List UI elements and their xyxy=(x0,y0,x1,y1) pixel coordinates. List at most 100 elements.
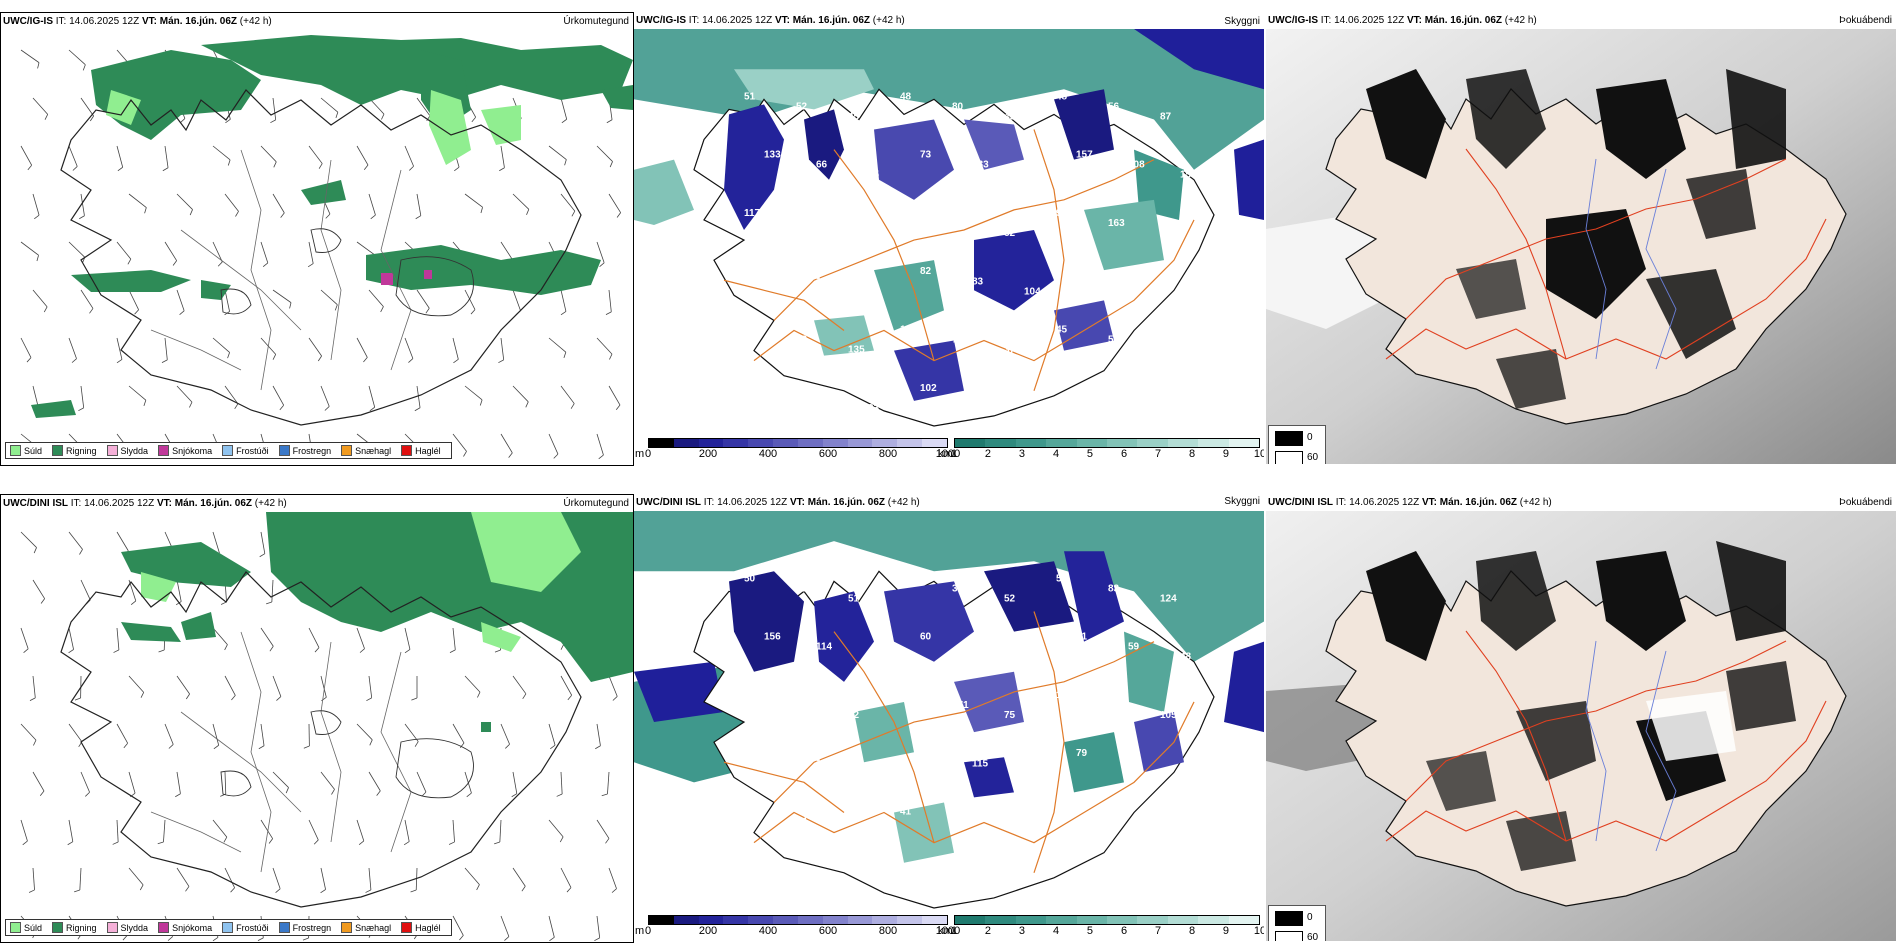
wind-barb xyxy=(368,193,376,216)
wind-barb-feather xyxy=(26,357,32,363)
map-canvas[interactable]: Súld Rigning Slydda Snjókoma Frostúði Frostre… xyxy=(1,512,633,942)
wind-barb-feather xyxy=(466,792,472,798)
wind-barb-feather xyxy=(365,889,372,893)
legend-item: Snjókoma xyxy=(158,922,212,933)
wind-barb-feather xyxy=(453,359,459,364)
map-canvas[interactable]: 50 52 51 39 302 52 53 83 124 156 114 392 60 85 67 81 59 4… xyxy=(634,511,1264,913)
precip-areas xyxy=(31,35,633,418)
visibility-value-label: 60 xyxy=(920,632,932,643)
visibility-swatch xyxy=(1137,439,1168,447)
wind-barb xyxy=(320,97,339,113)
visibility-value-label: 66 xyxy=(816,160,828,171)
visibility-tick: 1 xyxy=(950,448,958,460)
visibility-value-label: 158 xyxy=(816,276,833,287)
wind-barb xyxy=(272,867,281,889)
wind-barb-feather xyxy=(303,745,310,749)
wind-barb xyxy=(68,531,83,550)
wind-barb-feather xyxy=(280,212,285,218)
wind-barb xyxy=(116,627,120,650)
wind-barb-feather xyxy=(324,406,330,411)
visibility-unit: km xyxy=(938,925,953,937)
wind-barb xyxy=(164,145,169,168)
visibility-colorbar: 1 2 3 4 5 6 7 8 9 10 km xyxy=(938,915,1264,939)
map-canvas[interactable]: 0 60 xyxy=(1266,511,1896,941)
wind-barb xyxy=(512,867,526,887)
wind-barb xyxy=(260,145,277,163)
legend-label: Frostúði xyxy=(236,922,269,933)
wind-barb-feather xyxy=(605,838,610,844)
legend-swatch xyxy=(341,445,353,456)
wind-barb xyxy=(32,675,36,698)
wind-barb-feather xyxy=(259,553,266,558)
map-canvas[interactable]: 0 60 xyxy=(1266,29,1896,464)
wind-barb xyxy=(512,771,518,794)
wind-barb-feather xyxy=(158,649,165,653)
wind-barb xyxy=(272,193,285,214)
wind-barb xyxy=(32,193,40,216)
map-canvas[interactable]: Súld Rigning Slydda Snjókoma Frostúði Frostre… xyxy=(1,30,633,465)
wind-barb xyxy=(212,531,220,554)
model-name: UWC/IG-IS xyxy=(3,16,53,27)
wind-barb xyxy=(356,723,373,741)
wind-barb-feather xyxy=(366,697,372,702)
visibility-value-label: 102 xyxy=(920,383,937,394)
visibility-tick: 7 xyxy=(1154,448,1162,460)
fog-rivers xyxy=(1585,640,1677,852)
terrain-swatch xyxy=(649,439,674,447)
wind-barb xyxy=(500,433,513,454)
wind-barb-feather xyxy=(563,352,567,358)
glaciers xyxy=(220,228,474,317)
wind-barb xyxy=(368,385,376,408)
terrain-tick: 400 xyxy=(758,448,778,460)
wind-barb-feather xyxy=(320,889,326,894)
visibility-value-label: 115 xyxy=(972,758,989,769)
wind-barb-feather xyxy=(566,887,572,893)
wind-barb xyxy=(596,915,601,938)
wind-barb-feather xyxy=(68,649,74,654)
wind-barb-feather xyxy=(571,210,576,217)
wind-barb xyxy=(356,145,369,166)
legend-item: Haglél xyxy=(401,922,441,933)
visibility-value-label: 63 xyxy=(952,218,964,229)
visibility-value-label: 58 xyxy=(920,748,932,759)
wind-barb xyxy=(224,675,236,696)
legend-swatch xyxy=(222,922,234,933)
legend-item: Frostúði xyxy=(222,445,269,456)
terrain-tick: 1000 xyxy=(935,925,961,937)
visibility-value-label: 57 xyxy=(1076,266,1088,277)
wind-barb xyxy=(224,289,230,312)
terrain-bar-ticks: 0 200 400 600 800 1000 xyxy=(645,448,960,462)
wind-barb xyxy=(404,627,411,650)
wind-barb xyxy=(116,723,129,744)
wind-barb-feather xyxy=(116,359,123,364)
wind-barb xyxy=(464,385,483,401)
map-canvas[interactable]: 51 52 45 48 80 49 48 56 87 133 66 55 73 183 139 157 108 1… xyxy=(634,29,1264,436)
rivers xyxy=(150,149,412,391)
visibility-value-label: 39 xyxy=(900,573,912,584)
wind-barb xyxy=(272,97,277,120)
panel-title: Þokuábendi xyxy=(1839,497,1892,508)
legend-label: Frostregn xyxy=(292,922,332,933)
legend-swatch xyxy=(106,445,118,456)
panel-header: UWC/DINI ISL IT: 14.06.2025 12Z VT: Mán.… xyxy=(3,498,287,509)
wind-barb xyxy=(560,771,563,794)
wind-barb-feather xyxy=(27,164,32,171)
panel-title: Úrkomutegund xyxy=(563,498,629,509)
wind-barb-feather xyxy=(230,887,235,893)
wind-barb-feather xyxy=(143,400,147,406)
wind-barb-feather xyxy=(498,359,504,364)
panel-title: Úrkomutegund xyxy=(563,16,629,27)
wind-barb-feather xyxy=(213,744,219,750)
wind-barb-feather xyxy=(560,311,567,316)
wind-barb-feather xyxy=(559,836,564,843)
init-time: IT: 14.06.2025 12Z xyxy=(1320,15,1405,26)
wind-barb-feather xyxy=(33,547,37,554)
wind-barb xyxy=(500,723,510,745)
fog-roads xyxy=(1385,630,1827,842)
wind-barb xyxy=(596,723,601,746)
terrain-tick: 400 xyxy=(758,925,778,937)
visibility-value-label: 166 xyxy=(816,758,833,769)
visibility-value-label: 49 xyxy=(816,393,828,404)
wind-barb xyxy=(308,337,322,357)
wind-barb-feather xyxy=(224,644,228,651)
